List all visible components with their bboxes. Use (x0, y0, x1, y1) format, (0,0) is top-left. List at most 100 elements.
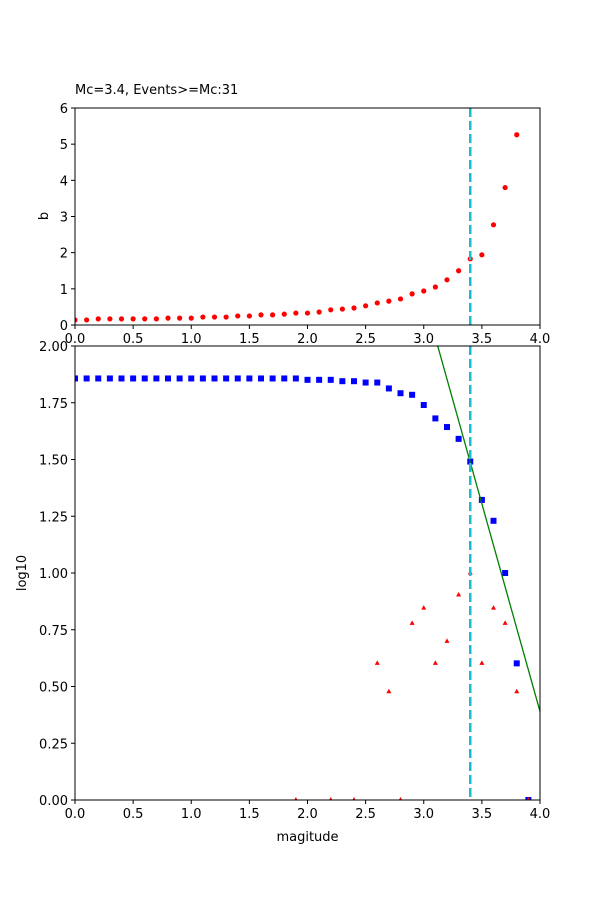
x-tick-label: 1.5 (239, 807, 260, 822)
data-point (327, 376, 334, 383)
gutenberg-richter-fit-line (437, 346, 540, 712)
data-point (444, 277, 450, 283)
data-point (223, 314, 229, 320)
b-value-panel: Mc=3.4, Events>=Mc:31 b 0.0 0.5 1.0 1.5 2.0 2… (37, 83, 550, 347)
data-point (526, 797, 531, 800)
data-point (188, 375, 195, 382)
data-point (421, 288, 427, 294)
data-point (409, 291, 415, 297)
x-tick-label: 2.0 (297, 332, 318, 347)
data-point (397, 296, 404, 302)
data-point (514, 688, 520, 694)
data-point (106, 375, 113, 382)
chart-title: Mc=3.4, Events>=Mc:31 (75, 83, 238, 98)
data-point (211, 314, 218, 320)
data-point (432, 284, 438, 290)
x-tick-label: 2.5 (355, 332, 376, 347)
y-tick-label: 1.75 (39, 397, 68, 412)
data-point (292, 375, 299, 382)
x-tick-label: 4.0 (530, 807, 551, 822)
plot-area (75, 346, 540, 800)
data-point (351, 305, 357, 311)
y-tick-label: 0.25 (39, 737, 68, 752)
x-tick-label: 0.0 (65, 807, 86, 822)
data-point (316, 309, 322, 315)
data-point (153, 375, 160, 382)
data-point (351, 378, 357, 385)
data-point (258, 375, 264, 382)
x-tick-label: 3.5 (472, 807, 493, 822)
y-axis-label-log10: log10 (15, 555, 30, 591)
data-point (456, 592, 462, 597)
data-point (385, 385, 392, 392)
data-point (269, 375, 276, 382)
data-point (294, 797, 298, 800)
data-point (455, 435, 462, 442)
data-point (444, 424, 450, 431)
data-point (304, 310, 311, 316)
data-point (386, 688, 392, 694)
data-point (328, 307, 334, 313)
data-point (421, 605, 427, 610)
data-point (281, 311, 287, 317)
data-point (270, 312, 276, 318)
data-point (502, 184, 508, 191)
data-point (363, 303, 369, 309)
data-point (339, 306, 345, 312)
x-tick-label: 1.5 (239, 332, 260, 347)
y-tick-label: 6 (60, 102, 68, 117)
data-point (374, 300, 380, 306)
y-tick-label: 2.00 (39, 340, 68, 355)
data-point (188, 315, 194, 321)
series-circle (75, 132, 520, 323)
y-tick-label: 5 (60, 138, 68, 153)
series-triangle (294, 570, 531, 800)
series-square (75, 375, 532, 800)
x-tick-label: 3.5 (472, 332, 493, 347)
x-tick-label: 0.0 (65, 332, 86, 347)
y-axis-label-b: b (37, 212, 52, 220)
x-tick-label: 2.0 (297, 807, 318, 822)
data-point (362, 379, 369, 386)
data-point (83, 375, 90, 382)
data-point (200, 314, 206, 320)
data-point (258, 312, 264, 318)
data-point (199, 375, 206, 382)
x-tick-label: 1.0 (181, 807, 202, 822)
data-point (130, 375, 137, 382)
frequency-magnitude-panel: log10 magitude 0.0 0.5 1.0 1.5 2.0 2.5 3.0 3.5 4… (15, 340, 551, 845)
data-point (235, 313, 241, 319)
data-point (329, 797, 333, 800)
data-point (444, 638, 450, 643)
data-point (281, 375, 288, 382)
y-tick-label: 2 (60, 247, 68, 262)
data-point (223, 375, 230, 382)
x-tick-label: 1.0 (181, 332, 202, 347)
data-point (75, 317, 78, 323)
data-point (246, 375, 253, 382)
x-axis-label: magitude (276, 830, 338, 845)
y-tick-label: 1.25 (39, 510, 68, 525)
data-point (420, 402, 427, 409)
data-point (490, 517, 497, 524)
y-tick-label: 1 (60, 283, 68, 298)
y-tick-label: 1.50 (39, 454, 68, 469)
data-point (374, 379, 381, 386)
data-point (95, 316, 101, 322)
data-point (409, 391, 416, 398)
data-point (118, 375, 125, 382)
data-point (514, 132, 520, 138)
data-point (118, 316, 125, 322)
x-tick-label: 2.5 (355, 807, 376, 822)
data-point (432, 415, 439, 422)
data-point (502, 570, 509, 576)
data-point (130, 316, 136, 322)
data-point (479, 660, 485, 665)
data-point (246, 313, 252, 319)
y-tick-label: 0 (60, 319, 68, 334)
data-point (409, 620, 415, 625)
data-point (165, 375, 171, 382)
data-point (339, 378, 346, 385)
data-point (211, 375, 218, 382)
